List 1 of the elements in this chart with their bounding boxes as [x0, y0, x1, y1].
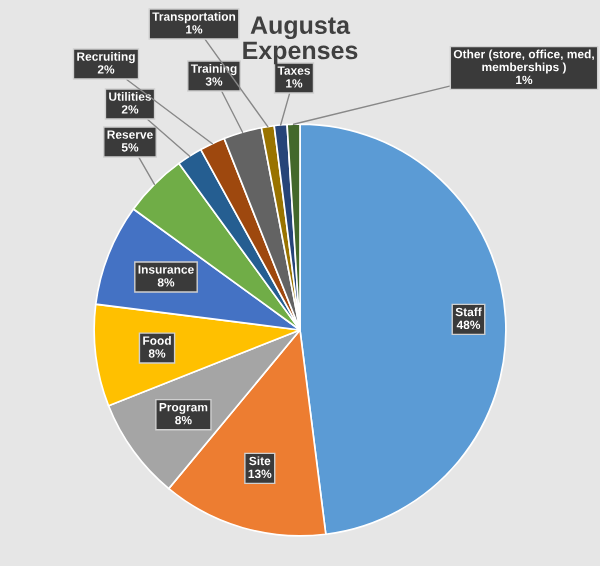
text: Augusta Expenses: [243, 16, 358, 65]
